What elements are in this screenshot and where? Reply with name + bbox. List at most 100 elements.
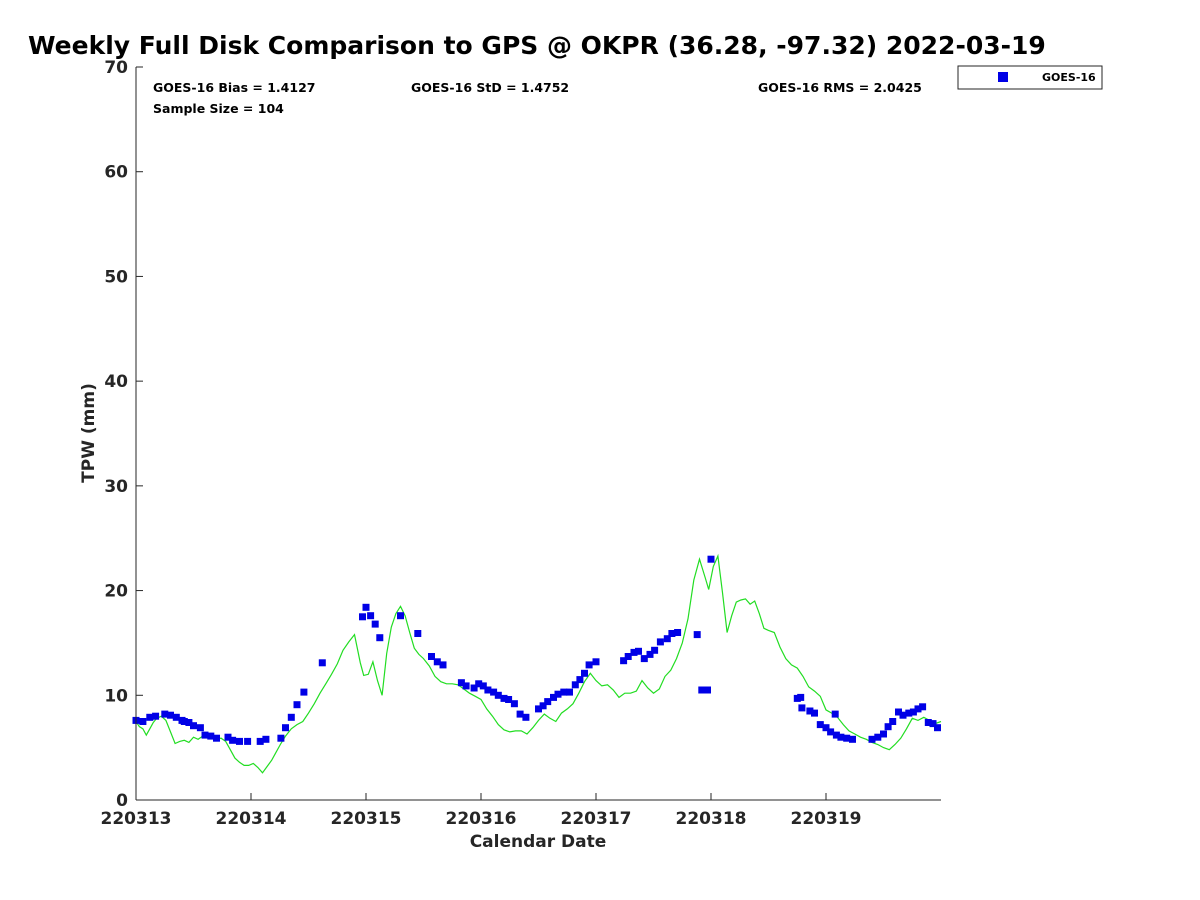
goes16-data-point <box>624 653 632 660</box>
goes16-data-point <box>287 713 295 721</box>
goes16-data-point <box>889 718 897 725</box>
goes16-data-point <box>884 723 892 731</box>
y-tick-label: 70 <box>104 58 128 78</box>
goes16-data-point <box>185 719 193 726</box>
plot-area <box>132 67 942 801</box>
goes16-data-point <box>635 647 642 655</box>
goes16-data-point <box>139 718 147 725</box>
goes16-data-point <box>560 688 568 696</box>
goes16-data-point <box>522 713 530 721</box>
goes16-data-point <box>479 682 487 690</box>
goes16-data-point <box>849 735 856 743</box>
goes16-data-point <box>371 620 379 628</box>
goes16-data-point <box>656 638 664 646</box>
goes16-data-point <box>914 705 922 713</box>
goes16-data-point <box>196 724 204 732</box>
x-tick-label: 220318 <box>676 809 747 829</box>
goes16-data-point <box>798 704 806 712</box>
goes16-data-point <box>172 713 180 721</box>
legend-label-goes16: GOES-16 <box>1042 71 1096 84</box>
x-tick-label: 220314 <box>216 809 287 829</box>
goes16-data-point <box>827 728 835 736</box>
x-tick-label: 220316 <box>446 809 517 829</box>
goes16-data-point <box>201 731 209 739</box>
goes16-data-point <box>484 686 492 694</box>
goes16-data-point <box>439 661 447 669</box>
goes16-data-point <box>816 721 824 729</box>
goes16-data-point <box>300 688 308 696</box>
y-tick-label: 10 <box>104 686 128 706</box>
goes16-data-point <box>262 735 270 743</box>
goes16-data-point <box>880 730 887 738</box>
goes16-data-point <box>152 712 160 720</box>
legend-marker-goes16 <box>998 72 1008 82</box>
rms-stat: GOES-16 RMS = 2.0425 <box>758 80 922 95</box>
goes16-data-point <box>433 658 441 666</box>
goes16-data-point <box>663 635 671 643</box>
x-tick-label: 220319 <box>791 809 862 829</box>
stats-annotations: GOES-16 Bias = 1.4127 GOES-16 StD = 1.47… <box>153 80 922 116</box>
goes16-data-point <box>490 688 498 696</box>
goes16-data-point <box>500 694 508 702</box>
goes16-data-point <box>244 737 252 745</box>
goes16-data-point <box>698 686 706 694</box>
gps-series-line <box>135 553 942 774</box>
goes16-data-point <box>539 702 547 710</box>
goes16-data-point <box>811 709 818 717</box>
goes16-data-point <box>806 707 814 715</box>
std-stat: GOES-16 StD = 1.4752 <box>411 80 569 95</box>
goes16-data-point <box>640 655 648 663</box>
goes16-data-point <box>510 700 518 708</box>
goes16-data-point <box>704 686 711 694</box>
legend-box <box>957 65 1103 90</box>
sample-size-stat: Sample Size = 104 <box>153 101 284 116</box>
goes16-data-point <box>919 703 927 711</box>
goes16-data-point <box>470 684 478 692</box>
goes16-data-point <box>535 705 542 713</box>
goes-points-layer <box>132 555 941 745</box>
goes16-data-point <box>668 630 676 637</box>
goes16-data-point <box>367 612 375 620</box>
gps-line-layer <box>135 553 942 774</box>
y-tick-label: 40 <box>104 372 128 392</box>
goes16-data-point <box>282 724 289 732</box>
goes16-data-point <box>462 682 470 690</box>
goes16-data-point <box>929 720 937 728</box>
goes16-data-point <box>566 688 573 696</box>
goes16-data-point <box>592 658 600 666</box>
goes16-data-point <box>146 713 154 721</box>
goes16-data-point <box>277 734 285 742</box>
goes16-data-point <box>428 653 435 660</box>
goes16-data-point <box>646 650 654 658</box>
chart-title: Weekly Full Disk Comparison to GPS @ OKP… <box>28 31 1046 60</box>
goes16-data-point <box>167 711 174 719</box>
y-tick-label: 20 <box>104 582 128 602</box>
goes16-data-point <box>505 696 513 703</box>
goes16-data-point <box>576 676 584 684</box>
goes16-data-point <box>797 693 805 701</box>
goes16-data-point <box>868 735 876 743</box>
goes16-data-point <box>831 710 839 718</box>
x-ticks: 220313 220314 220315 220316 220317 220318 2203… <box>101 793 862 829</box>
goes16-data-point <box>475 680 483 688</box>
goes16-data-point <box>651 646 659 654</box>
goes16-data-point <box>190 722 197 730</box>
goes16-data-point <box>693 631 701 639</box>
goes16-data-point <box>630 648 638 656</box>
goes16-data-point <box>544 698 552 706</box>
goes16-data-point <box>229 736 237 744</box>
goes16-data-point <box>494 691 502 699</box>
bias-stat: GOES-16 Bias = 1.4127 <box>153 80 315 95</box>
x-tick-label: 220317 <box>561 809 632 829</box>
y-tick-label: 30 <box>104 477 128 497</box>
goes16-data-point <box>362 603 370 611</box>
goes16-data-point <box>843 734 851 742</box>
y-ticks: 0 10 20 30 40 50 60 70 <box>104 58 143 811</box>
x-tick-label: 220315 <box>331 809 402 829</box>
goes16-data-point <box>213 734 220 742</box>
goes16-data-point <box>620 657 628 665</box>
goes16-data-point <box>414 630 422 637</box>
goes16-data-point <box>909 708 917 716</box>
goes16-data-point <box>397 612 404 620</box>
